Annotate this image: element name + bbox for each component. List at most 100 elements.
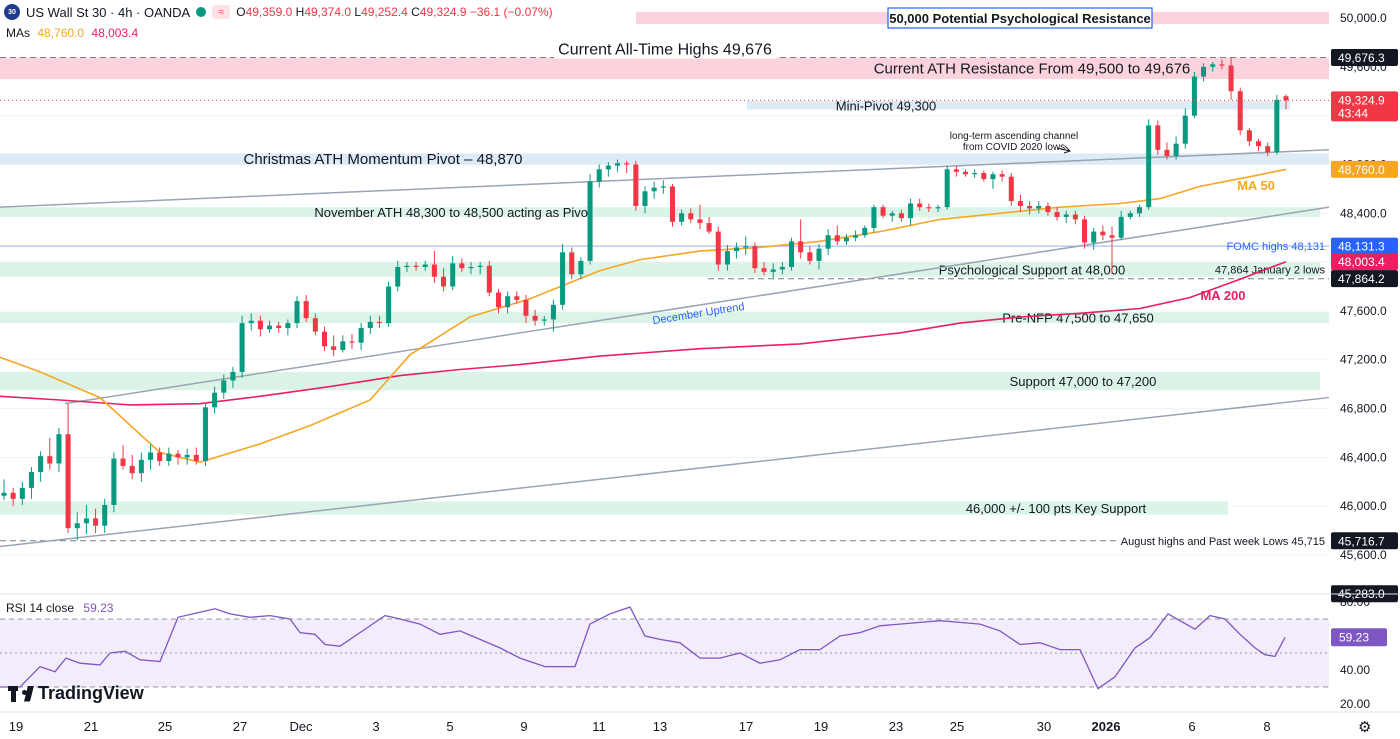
zone-band <box>0 57 1329 80</box>
price-badge-label: 48,760.0 <box>1338 163 1385 177</box>
price-badge <box>1331 160 1398 178</box>
trendline <box>64 206 1330 405</box>
ma200-line <box>0 260 1287 406</box>
close-label: C <box>411 5 420 19</box>
price-badge <box>1331 270 1398 288</box>
candle-body <box>715 231 721 265</box>
y-axis-tick-label: 50,000.0 <box>1340 11 1387 25</box>
candle-body <box>38 456 44 473</box>
candle-body <box>605 165 611 170</box>
candle-body <box>1155 125 1161 150</box>
candle-body <box>19 487 25 499</box>
high-value: 49,374.0 <box>304 5 352 19</box>
zone-label: Pre-NFP 47,500 to 47,650 <box>1002 311 1154 326</box>
symbol-badge[interactable]: 30 <box>4 4 20 20</box>
y-axis-tick-label: 46,400.0 <box>1340 450 1387 464</box>
x-axis-tick-label: 13 <box>653 719 667 734</box>
candle-body <box>212 392 218 408</box>
rsi-band <box>0 619 1329 687</box>
candle-body <box>651 187 657 192</box>
candle-body <box>807 252 813 261</box>
candle-body <box>1228 65 1234 92</box>
y-axis-tick-label: 48,400.0 <box>1340 206 1387 220</box>
candle-body <box>495 292 502 308</box>
candle-body <box>56 434 62 464</box>
zone-label-box <box>887 7 1153 29</box>
zone-band <box>0 207 1320 217</box>
annotation-channel-line2: from COVID 2020 lows <box>963 142 1065 153</box>
tradingview-logo[interactable]: TradingView <box>8 683 144 704</box>
candle-body <box>1210 64 1216 67</box>
price-badge-label: 45,716.7 <box>1338 534 1385 548</box>
candle-body <box>944 169 950 208</box>
candle-body <box>395 266 401 287</box>
candle-body <box>47 456 53 464</box>
rsi-legend-label: RSI 14 close <box>6 601 75 615</box>
candle-body <box>779 266 785 270</box>
candle-body <box>1100 231 1106 236</box>
candle-body <box>624 163 630 165</box>
rsi-legend[interactable]: RSI 14 close 59.23 <box>6 601 113 615</box>
candle-body <box>1109 235 1115 238</box>
candle-body <box>550 304 556 320</box>
price-badge-countdown: 43:44 <box>1338 106 1368 120</box>
candle-body <box>331 346 337 350</box>
x-axis-tick-label: 21 <box>84 719 98 734</box>
candle-body <box>505 296 511 308</box>
y-axis-tick-label: 46,800.0 <box>1340 402 1387 416</box>
candle-body <box>889 213 895 216</box>
candle-body <box>953 169 959 172</box>
x-axis-tick-label: 19 <box>9 719 23 734</box>
candle-body <box>74 523 80 529</box>
candle-body <box>871 207 877 228</box>
candle-body <box>431 264 437 277</box>
candle-body <box>248 320 254 324</box>
pattern-toggle-icon[interactable]: ≈ <box>212 5 231 19</box>
x-axis-tick-label: 8 <box>1263 719 1270 734</box>
candle-body <box>1091 231 1097 243</box>
x-axis-tick-label: 27 <box>233 719 247 734</box>
candle-body <box>257 320 263 330</box>
candle-body <box>358 327 364 343</box>
annotation-channel: long-term ascending channel <box>950 131 1078 142</box>
candle-body <box>441 276 447 287</box>
candle-body <box>312 318 318 332</box>
candle-body <box>1274 99 1280 153</box>
candle-body <box>376 321 382 324</box>
candle-body <box>468 266 474 269</box>
open-label: O <box>236 5 246 19</box>
candle-body <box>697 219 703 224</box>
annotation-ma50: MA 50 <box>1237 178 1275 193</box>
settings-gear-icon[interactable]: ⚙ <box>1358 719 1372 736</box>
candle-body <box>908 203 914 219</box>
candle-body <box>111 458 117 505</box>
ma-legend[interactable]: MAs 48,760.0 48,003.4 <box>6 26 138 40</box>
candle-body <box>770 269 776 272</box>
level-label: Current All-Time Highs 49,676 <box>558 42 772 59</box>
candle-body <box>1136 207 1143 214</box>
candle-body <box>633 164 639 206</box>
price-badge-label: 49,324.9 <box>1338 93 1385 107</box>
x-axis-tick-label: 3 <box>372 719 379 734</box>
candle-body <box>1008 176 1014 202</box>
candle-body <box>138 459 144 474</box>
rsi-axis-tick-label: 40.00 <box>1340 663 1370 677</box>
candle-body <box>450 263 456 287</box>
candle-body <box>706 223 712 232</box>
x-axis-tick-label: 25 <box>158 719 172 734</box>
trendline <box>0 149 1330 208</box>
candle-body <box>1063 214 1069 217</box>
candle-body <box>184 454 190 458</box>
x-axis-tick-label: 2026 <box>1092 719 1121 734</box>
symbol-title[interactable]: US Wall St 30 · 4h · OANDA <box>26 4 191 20</box>
candle-body <box>129 465 135 474</box>
candle-body <box>422 264 428 267</box>
candle-body <box>294 301 300 324</box>
price-badge <box>1331 253 1398 271</box>
candle-body <box>816 248 822 261</box>
candle-body <box>642 191 648 206</box>
zone-band <box>0 312 1329 324</box>
candle-body <box>834 235 840 242</box>
